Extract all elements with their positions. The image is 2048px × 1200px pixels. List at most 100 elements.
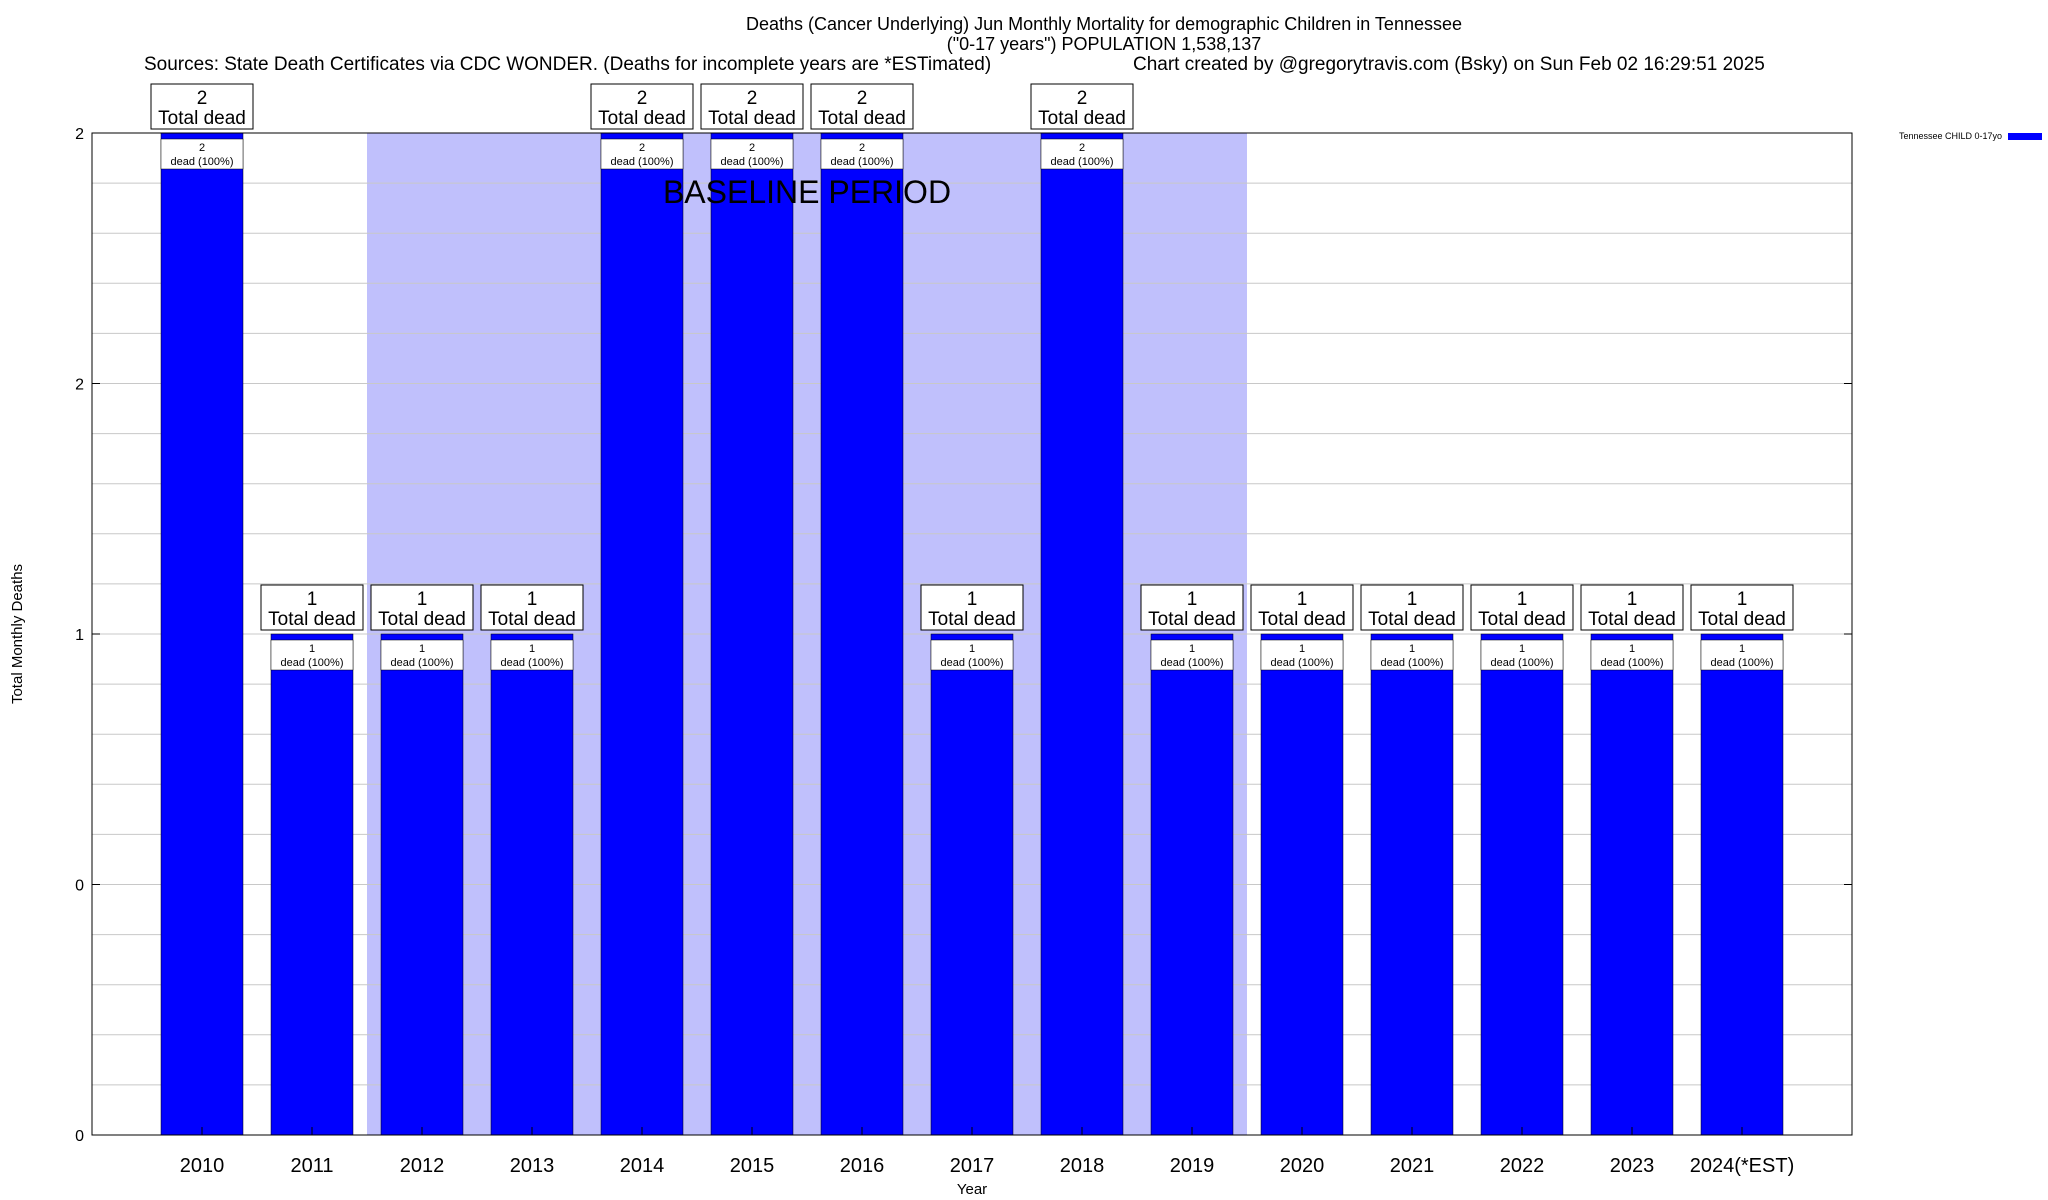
inner-label-text: dead (100%): [171, 156, 234, 168]
total-label-box: [1580, 584, 1684, 631]
inner-label-box: [930, 639, 1014, 671]
total-label-text: Total dead: [1478, 609, 1566, 630]
inner-label-box: [1480, 639, 1564, 671]
total-label-text: Total dead: [378, 609, 466, 630]
y-tick-label: 0: [75, 1128, 84, 1145]
total-label-count: 1: [527, 589, 538, 610]
x-tick-label: 2020: [1280, 1155, 1325, 1177]
total-label-box: [810, 83, 914, 130]
inner-label-box: [1370, 639, 1454, 671]
total-label-text: Total dead: [818, 108, 906, 129]
bars: [160, 132, 1784, 1136]
y-tick-label: 2: [75, 126, 84, 143]
inner-label-box: [600, 138, 684, 170]
bar: [930, 633, 1014, 1136]
total-label-count: 1: [967, 589, 978, 610]
total-label-box: [920, 584, 1024, 631]
total-label-count: 1: [1187, 589, 1198, 610]
inner-label-box: [820, 138, 904, 170]
inner-label-text: dead (100%): [1601, 657, 1664, 669]
x-tick-label: 2021: [1390, 1155, 1435, 1177]
bar: [160, 132, 244, 1136]
inner-label-box: [380, 639, 464, 671]
inner-label-count: 2: [639, 142, 645, 154]
bar: [1590, 633, 1674, 1136]
x-axis-label: Year: [957, 1181, 987, 1198]
bar: [1700, 633, 1784, 1136]
x-tick-label: 2019: [1170, 1155, 1215, 1177]
inner-label-text: dead (100%): [831, 156, 894, 168]
total-label-text: Total dead: [1588, 609, 1676, 630]
total-label-box: [150, 83, 254, 130]
inner-label-count: 1: [969, 643, 975, 655]
inner-label-count: 1: [1409, 643, 1415, 655]
chart-credit: Chart created by @gregorytravis.com (Bsk…: [1133, 54, 1765, 75]
total-label-text: Total dead: [708, 108, 796, 129]
bar: [1150, 633, 1234, 1136]
total-label-box: [590, 83, 694, 130]
bar: [710, 132, 794, 1136]
inner-label-count: 1: [1299, 643, 1305, 655]
bar: [820, 132, 904, 1136]
bar: [600, 132, 684, 1136]
x-tick-label: 2011: [290, 1155, 333, 1177]
x-tick-label: 2013: [510, 1155, 555, 1177]
inner-label-count: 1: [529, 643, 535, 655]
inner-label-box: [1150, 639, 1234, 671]
total-label-count: 1: [1627, 589, 1638, 610]
inner-label-text: dead (100%): [501, 657, 564, 669]
total-label-box: [1360, 584, 1464, 631]
y-tick-label: 0: [75, 878, 84, 895]
bar: [490, 633, 574, 1136]
inner-label-box: [710, 138, 794, 170]
inner-label-box: [1260, 639, 1344, 671]
inner-label-count: 2: [749, 142, 755, 154]
inner-label-box: [490, 639, 574, 671]
inner-label-box: [270, 639, 354, 671]
total-label-box: [1030, 83, 1134, 130]
inner-label-count: 1: [1629, 643, 1635, 655]
x-tick-label: 2022: [1500, 1155, 1545, 1177]
inner-label-count: 1: [1519, 643, 1525, 655]
inner-label-text: dead (100%): [1491, 657, 1554, 669]
inner-label-count: 2: [859, 142, 865, 154]
x-tick-label: 2012: [400, 1155, 445, 1177]
inner-label-box: [1700, 639, 1784, 671]
inner-label-text: dead (100%): [1381, 657, 1444, 669]
total-label-text: Total dead: [158, 108, 246, 129]
bar: [1480, 633, 1564, 1136]
total-label-count: 2: [637, 88, 648, 109]
inner-label-count: 1: [309, 643, 315, 655]
total-label-text: Total dead: [598, 108, 686, 129]
total-label-text: Total dead: [1698, 609, 1786, 630]
inner-label-count: 1: [1739, 643, 1745, 655]
total-label-box: [1690, 584, 1794, 631]
y-axis-label: Total Monthly Deaths: [9, 564, 26, 704]
y-axis-ticks: 0 0 1 2 2: [75, 126, 1852, 1145]
total-label-text: Total dead: [1038, 108, 1126, 129]
bar: [380, 633, 464, 1136]
inner-label-count: 2: [1079, 142, 1085, 154]
inner-label-count: 1: [1189, 643, 1195, 655]
baseline-period-label: BASELINE PERIOD: [663, 174, 951, 210]
chart-sources: Sources: State Death Certificates via CD…: [144, 54, 992, 75]
total-label-count: 1: [1407, 589, 1418, 610]
x-tick-label: 2024(*EST): [1690, 1155, 1795, 1177]
total-label-count: 2: [197, 88, 208, 109]
total-label-text: Total dead: [1148, 609, 1236, 630]
inner-label-box: [1590, 639, 1674, 671]
x-tick-label: 2010: [180, 1155, 225, 1177]
y-tick-label: 2: [75, 377, 84, 394]
x-tick-label: 2023: [1610, 1155, 1655, 1177]
chart-title-line2: ("0-17 years") POPULATION 1,538,137: [946, 34, 1262, 54]
bar: [1370, 633, 1454, 1136]
total-label-box: [260, 584, 364, 631]
bar: [270, 633, 354, 1136]
inner-label-text: dead (100%): [721, 156, 784, 168]
x-tick-label: 2014: [620, 1155, 665, 1177]
total-label-text: Total dead: [268, 609, 356, 630]
total-label-text: Total dead: [928, 609, 1016, 630]
inner-label-box: [160, 138, 244, 170]
